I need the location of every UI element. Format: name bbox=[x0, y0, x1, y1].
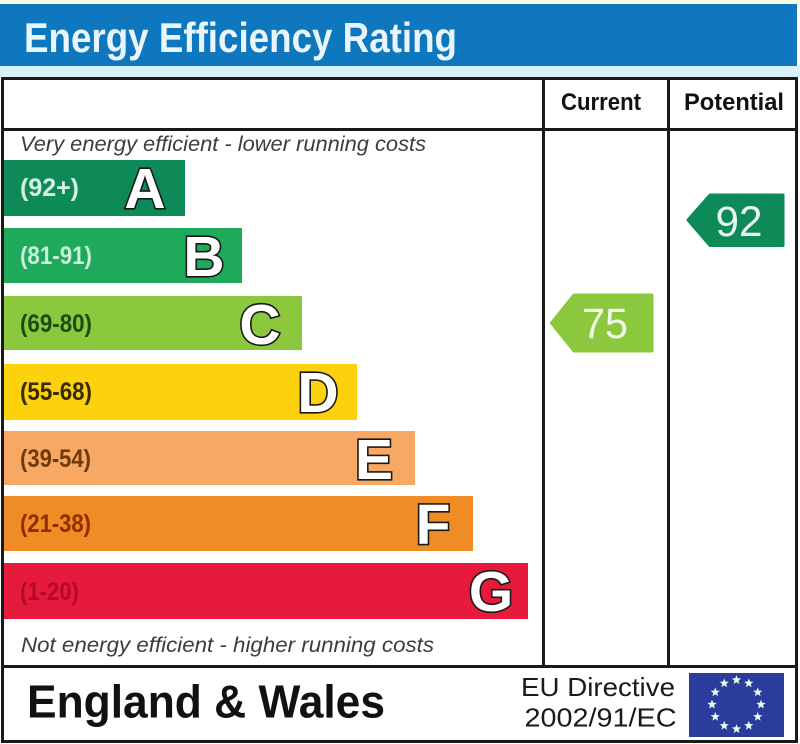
svg-text:(55-68): (55-68) bbox=[20, 378, 92, 406]
svg-text:England & Wales: England & Wales bbox=[27, 676, 385, 728]
svg-text:Energy Efficiency Rating: Energy Efficiency Rating bbox=[24, 14, 457, 61]
svg-text:E: E bbox=[355, 428, 393, 492]
svg-text:EU Directive: EU Directive bbox=[521, 672, 675, 702]
svg-text:D: D bbox=[297, 361, 338, 425]
svg-text:Very energy efficient - lower: Very energy efficient - lower running co… bbox=[20, 133, 427, 156]
svg-text:(92+): (92+) bbox=[20, 174, 79, 202]
svg-text:C: C bbox=[239, 293, 280, 357]
svg-text:F: F bbox=[416, 493, 451, 557]
svg-text:92: 92 bbox=[716, 198, 763, 246]
svg-text:G: G bbox=[469, 560, 513, 624]
svg-text:Potential: Potential bbox=[684, 89, 784, 116]
svg-text:B: B bbox=[183, 225, 224, 289]
svg-text:(21-38): (21-38) bbox=[20, 510, 91, 538]
svg-text:(39-54): (39-54) bbox=[20, 445, 91, 473]
svg-text:A: A bbox=[124, 157, 165, 221]
svg-text:2002/91/EC: 2002/91/EC bbox=[525, 703, 677, 733]
svg-text:(69-80): (69-80) bbox=[20, 310, 92, 338]
svg-text:Current: Current bbox=[561, 89, 641, 116]
svg-text:(1-20): (1-20) bbox=[20, 578, 79, 606]
svg-text:Not energy efficient - higher: Not energy efficient - higher running co… bbox=[21, 634, 435, 657]
svg-text:(81-91): (81-91) bbox=[20, 242, 92, 270]
svg-text:75: 75 bbox=[582, 300, 628, 348]
